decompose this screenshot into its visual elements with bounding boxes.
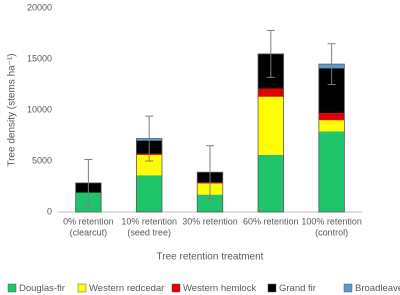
legend-label: Broadleaves (355, 283, 400, 294)
legend-label: Grand fir (279, 283, 316, 294)
legend-swatch (171, 283, 181, 293)
bar-segment (318, 131, 345, 212)
y-tick-label: 15000 (27, 53, 52, 63)
bar-segment (197, 194, 223, 212)
legend-label: Western hemlock (183, 283, 256, 294)
x-tick-label: 0% retention (63, 216, 114, 226)
x-tick-label: 60% retention (243, 216, 299, 226)
x-tick-label: 10% retention (121, 216, 177, 226)
legend-swatch (77, 283, 87, 293)
y-tick-label: 5000 (32, 155, 52, 165)
legend-swatch (7, 283, 17, 293)
bar-segment (258, 88, 284, 97)
x-tick-label: (control) (315, 227, 348, 237)
legend-swatch (267, 283, 277, 293)
bar-segment (258, 154, 284, 212)
x-tick-label: (clearcut) (70, 227, 108, 237)
x-tick-label: 100% retention (301, 216, 362, 226)
y-tick-label: 10000 (27, 104, 52, 114)
x-axis-title: Tree retention treatment (157, 252, 264, 263)
x-tick-label: 30% retention (182, 216, 238, 226)
x-tick-label: (seed tree) (127, 227, 171, 237)
bar-segment (136, 175, 162, 212)
y-axis-title: Tree density (stems ha⁻¹) (7, 53, 18, 166)
bar-segment (318, 120, 345, 132)
bar-segment (136, 154, 162, 176)
y-tick-label: 20000 (27, 2, 52, 12)
bar-segment (318, 113, 345, 121)
bar-segment (258, 96, 284, 155)
legend-label: Western redcedar (89, 283, 164, 294)
y-tick-label: 0 (47, 206, 52, 216)
legend-label: Douglas-fir (19, 283, 65, 294)
legend-swatch (343, 283, 353, 293)
